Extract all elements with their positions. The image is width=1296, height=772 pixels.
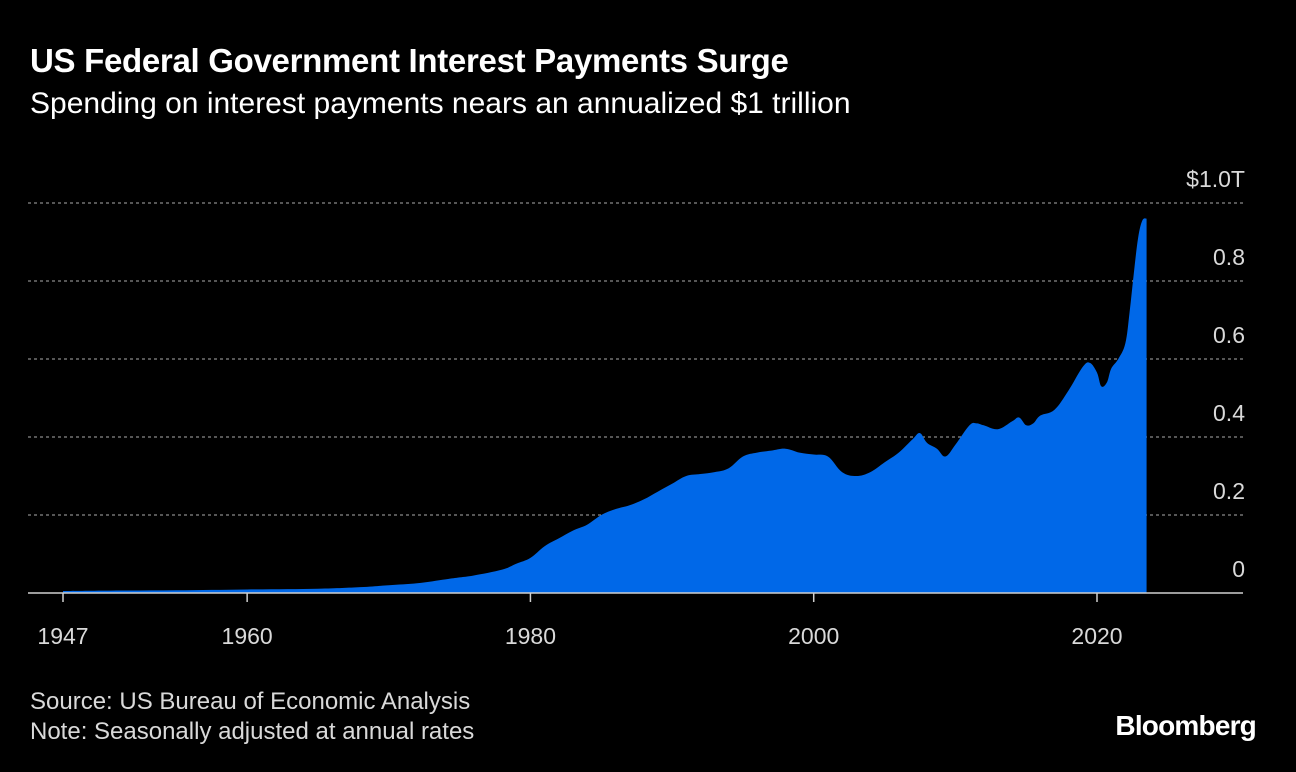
y-tick-label: 0.4 [1213,400,1245,426]
chart-title: US Federal Government Interest Payments … [30,42,789,79]
y-tick-label: 0.6 [1213,322,1245,348]
methodology-note: Note: Seasonally adjusted at annual rate… [30,718,475,745]
x-tick-label: 1947 [37,623,88,649]
x-tick-label: 2000 [788,623,839,649]
y-tick-labels: 0 0.2 0.4 0.6 0.8 $1.0T [1186,166,1245,582]
x-tick-label: 1980 [505,623,556,649]
x-tick-labels: 1947 1960 1980 2000 2020 [37,623,1122,649]
bloomberg-logo: Bloomberg [1115,710,1256,741]
y-tick-label: 0 [1232,556,1245,582]
chart-subtitle: Spending on interest payments nears an a… [30,87,851,120]
axis-layer [28,592,1243,602]
x-tick-label: 1960 [222,623,273,649]
y-tick-label: 0.8 [1213,244,1245,270]
x-tick-label: 2020 [1071,623,1122,649]
y-tick-label: $1.0T [1186,166,1245,192]
y-tick-label: 0.2 [1213,478,1245,504]
area-layer [63,218,1147,593]
source-note: Source: US Bureau of Economic Analysis [30,688,471,715]
interest-payments-area [63,218,1147,593]
